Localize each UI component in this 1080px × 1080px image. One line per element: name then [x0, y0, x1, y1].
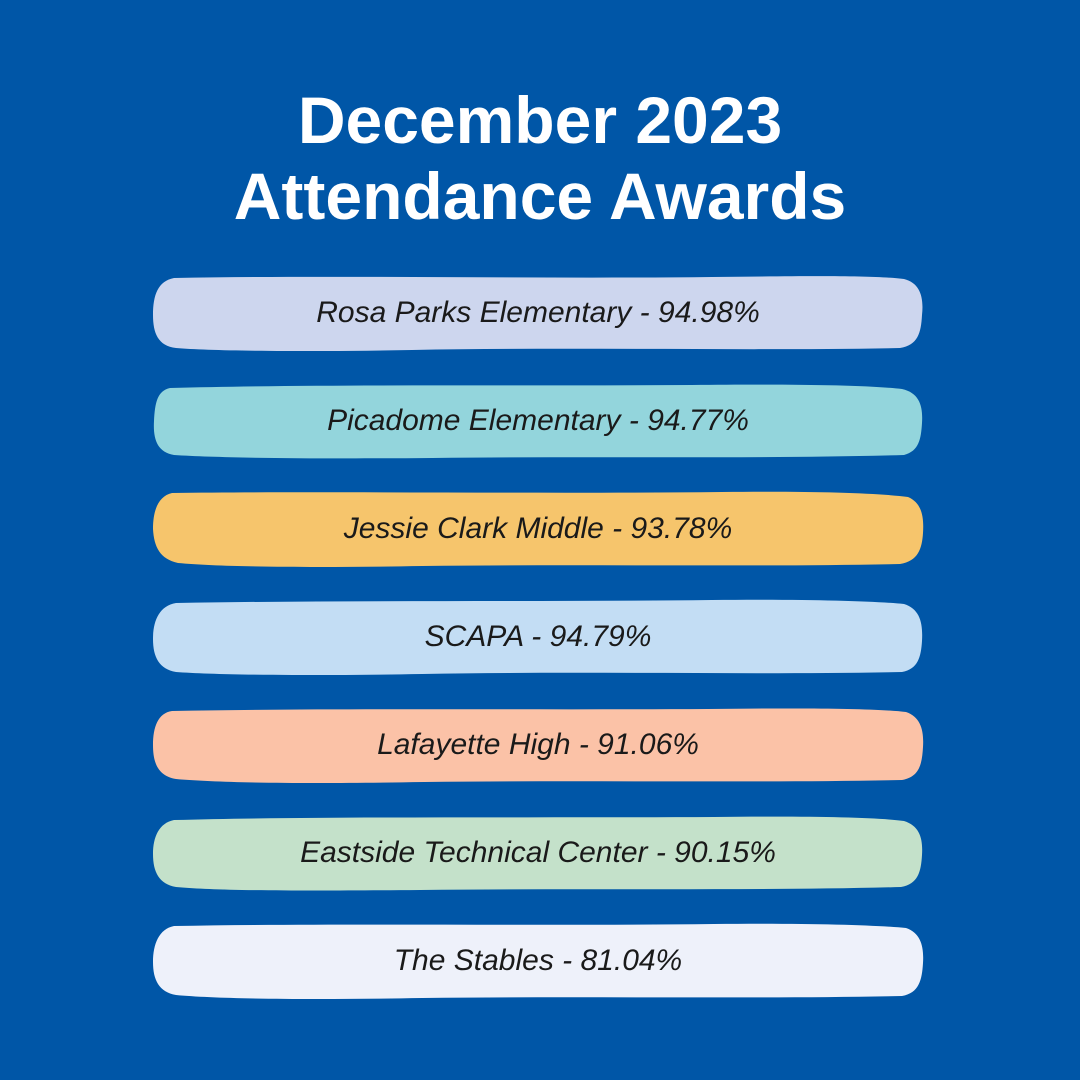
award-label: Eastside Technical Center - 90.15% — [300, 836, 776, 869]
award-lafayette: Lafayette High - 91.06% — [152, 707, 924, 783]
award-label: Picadome Elementary - 94.77% — [327, 404, 749, 437]
brush-stroke-background — [153, 384, 923, 459]
award-label: Jessie Clark Middle - 93.78% — [343, 512, 733, 545]
brush-stroke-background — [153, 599, 923, 675]
title-line-1: December 2023 — [297, 83, 783, 157]
brush-stroke-background — [153, 491, 924, 567]
page-title: December 2023 Attendance Awards — [0, 82, 1080, 234]
award-scapa: SCAPA - 94.79% — [152, 599, 924, 675]
award-label: The Stables - 81.04% — [393, 944, 683, 977]
brush-stroke-background — [153, 923, 924, 999]
award-rosa-parks: Rosa Parks Elementary - 94.98% — [152, 275, 924, 351]
award-eastside: Eastside Technical Center - 90.15% — [152, 815, 924, 891]
brush-stroke-background — [153, 276, 923, 351]
brush-stroke-background — [153, 708, 924, 783]
award-the-stables: The Stables - 81.04% — [152, 923, 924, 999]
award-label: Rosa Parks Elementary - 94.98% — [316, 296, 760, 329]
award-label: Lafayette High - 91.06% — [377, 728, 699, 761]
brush-stroke-background — [153, 816, 923, 891]
award-picadome: Picadome Elementary - 94.77% — [152, 383, 924, 459]
award-jessie-clark: Jessie Clark Middle - 93.78% — [152, 491, 924, 567]
title-line-2: Attendance Awards — [233, 159, 847, 233]
award-label: SCAPA - 94.79% — [424, 620, 652, 653]
